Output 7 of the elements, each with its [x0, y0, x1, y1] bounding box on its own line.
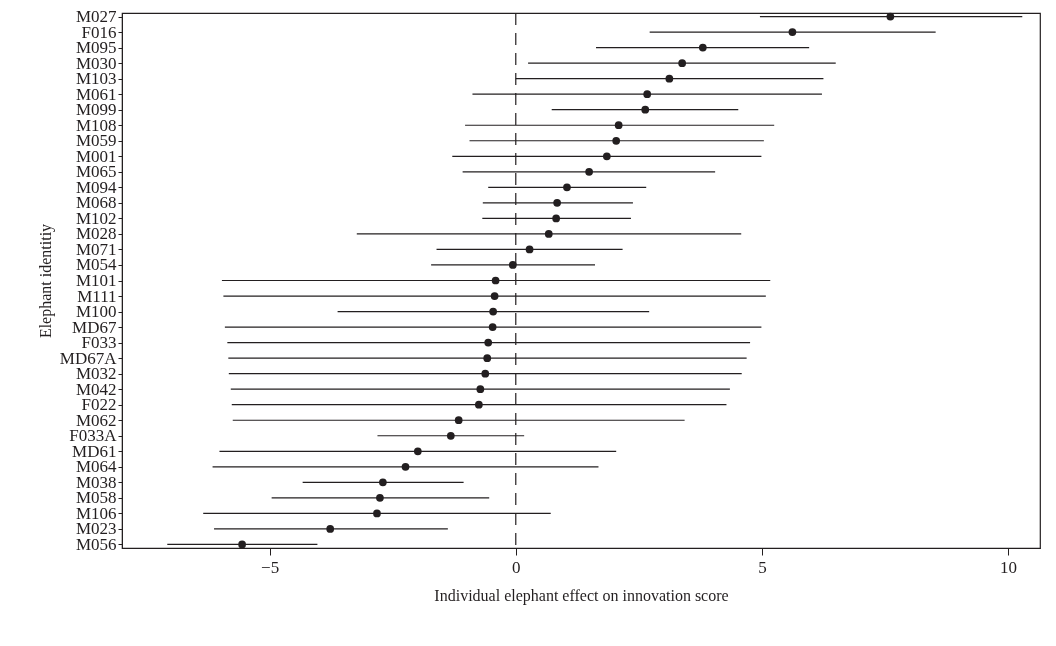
x-tick-label: 0 [512, 557, 521, 577]
point [401, 462, 410, 471]
x-tick-label: 10 [1000, 557, 1018, 577]
y-axis-title: Elephant identitiy [36, 223, 55, 339]
x-axis-title: Individual elephant effect on innovation score [434, 586, 729, 605]
x-tick-label: −5 [261, 557, 280, 577]
x-tick-label: 5 [758, 557, 767, 577]
